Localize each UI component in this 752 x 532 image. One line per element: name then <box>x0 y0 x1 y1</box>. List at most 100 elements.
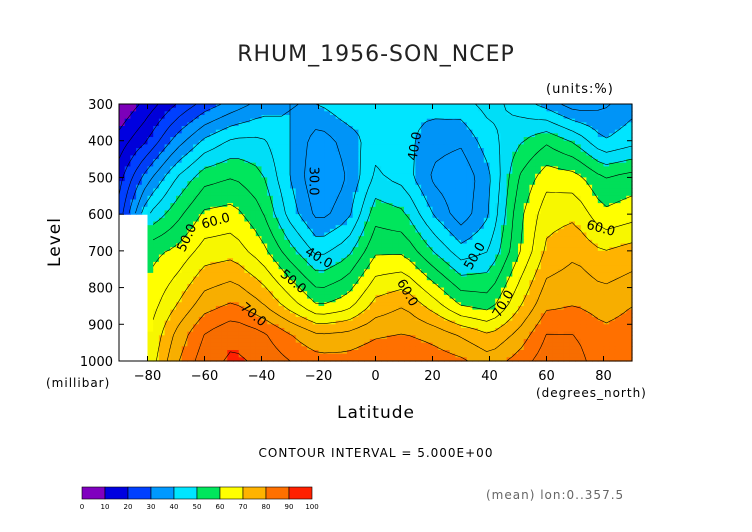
contour-cell <box>409 247 416 252</box>
contour-cell <box>335 188 342 193</box>
contour-cell <box>404 254 411 259</box>
contour-cell <box>318 232 325 237</box>
contour-cell <box>409 144 416 149</box>
contour-cell <box>352 184 359 190</box>
contour-cell <box>255 250 263 256</box>
contour-cell <box>272 126 280 131</box>
contour-cell <box>290 294 297 300</box>
contour-cell <box>461 137 468 142</box>
contour-cell <box>272 162 280 168</box>
contour-cell <box>312 210 320 215</box>
contour-cell <box>381 265 388 270</box>
contour-cell <box>540 159 548 164</box>
contour-cell <box>335 298 342 303</box>
contour-cell <box>341 159 348 164</box>
contour-cell <box>569 276 576 281</box>
contour-cell <box>609 195 616 201</box>
contour-cell <box>153 133 160 138</box>
contour-cell <box>586 221 593 226</box>
contour-cell <box>404 225 411 230</box>
contour-cell <box>404 287 411 292</box>
contour-cell <box>153 217 160 223</box>
contour-cell <box>250 305 257 311</box>
contour-cell <box>267 166 274 171</box>
contour-cell <box>466 151 473 156</box>
contour-cell <box>592 177 599 182</box>
contour-cell <box>540 122 548 127</box>
contour-cell <box>586 265 593 270</box>
contour-cell <box>489 111 496 116</box>
contour-cell <box>603 166 610 171</box>
contour-cell <box>312 206 320 212</box>
contour-cell <box>614 272 622 278</box>
contour-cell <box>375 177 382 182</box>
contour-cell <box>244 148 251 153</box>
contour-cell <box>153 181 160 186</box>
contour-cell <box>147 192 154 197</box>
contour-cell <box>193 155 200 160</box>
contour-cell <box>250 210 257 215</box>
contour-cell <box>290 129 297 134</box>
contour-cell <box>449 294 456 300</box>
contour-cell <box>233 137 240 142</box>
contour-cell <box>272 250 280 256</box>
contour-cell <box>557 203 565 208</box>
contour-cell <box>398 122 405 127</box>
contour-cell <box>466 140 473 145</box>
contour-cell <box>472 170 479 175</box>
contour-cell <box>352 118 359 123</box>
contour-cell <box>614 140 622 145</box>
contour-cell <box>398 305 405 311</box>
contour-cell <box>307 283 314 289</box>
contour-cell <box>540 247 548 252</box>
contour-cell <box>386 239 394 245</box>
contour-cell <box>141 115 149 120</box>
contour-cell <box>181 173 188 179</box>
contour-cell <box>301 122 308 127</box>
contour-cell <box>318 137 325 142</box>
contour-cell <box>552 294 559 300</box>
contour-cell <box>244 151 251 156</box>
contour-cell <box>483 269 491 274</box>
contour-cell <box>312 111 320 116</box>
contour-cell <box>614 217 622 223</box>
contour-cell <box>181 144 188 149</box>
contour-cell <box>472 280 479 285</box>
contour-cell <box>215 236 223 241</box>
contour-cell <box>466 206 473 212</box>
contour-cell <box>592 239 599 245</box>
contour-cell <box>204 199 211 204</box>
contour-cell <box>546 206 553 212</box>
contour-cell <box>358 129 365 134</box>
contour-cell <box>238 181 245 186</box>
contour-cell <box>312 155 320 160</box>
contour-cell <box>233 155 240 160</box>
contour-cell <box>318 269 325 274</box>
contour-cell <box>210 170 217 175</box>
contour-cell <box>147 126 154 131</box>
contour-cell <box>261 126 268 131</box>
contour-cell <box>626 280 633 285</box>
contour-cell <box>290 170 297 175</box>
contour-cell <box>466 170 473 175</box>
contour-cell <box>466 192 473 197</box>
contour-cell <box>329 309 337 314</box>
contour-cell <box>375 173 382 179</box>
contour-cell <box>438 129 445 134</box>
contour-cell <box>392 104 399 109</box>
contour-cell <box>386 133 394 138</box>
contour-cell <box>375 137 382 142</box>
contour-cell <box>483 232 491 237</box>
contour-cell <box>170 250 177 256</box>
contour-cell <box>153 118 160 123</box>
contour-cell <box>352 225 359 230</box>
contour-cell <box>392 184 399 190</box>
contour-cell <box>158 111 166 116</box>
contour-cell <box>609 250 616 256</box>
contour-cell <box>546 181 553 186</box>
contour-cell <box>267 118 274 123</box>
contour-cell <box>586 305 593 311</box>
contour-cell <box>609 155 616 160</box>
contour-cell <box>386 148 394 153</box>
contour-cell <box>518 294 525 300</box>
